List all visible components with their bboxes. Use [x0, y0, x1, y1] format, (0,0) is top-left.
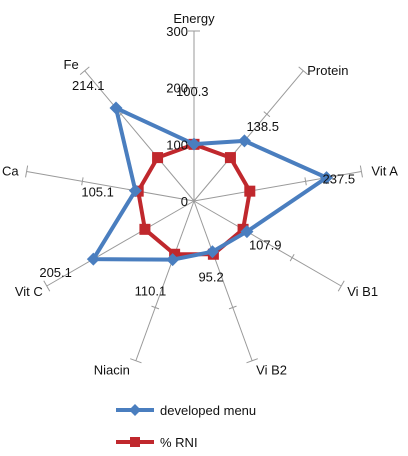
legend-label-rni: % RNI [160, 435, 198, 450]
axis-spoke-fe [84, 70, 195, 202]
legend-label-developed-menu: developed menu [160, 403, 256, 418]
axis-cap-fe [79, 66, 90, 76]
legend-marker-developed-menu [129, 404, 141, 416]
point-developed-menu-vi-b2 [205, 245, 219, 259]
series-line-developed-menu [91, 106, 329, 262]
point-developed-menu-vit-a [320, 171, 334, 185]
data-label-vi-b2: 95.2 [198, 270, 223, 285]
axis-cap-protein [298, 66, 309, 76]
tick-label-300: 300 [166, 24, 188, 39]
data-label-vi-b1: 107.9 [249, 238, 282, 253]
data-label-vit-c: 205.1 [39, 265, 72, 280]
axis-tick [304, 177, 307, 186]
axis-label-vit-c: Vit C [15, 284, 43, 299]
point-rni-vit-c [139, 223, 151, 235]
point-rni-fe [152, 152, 164, 164]
series-group [86, 101, 334, 267]
axis-spoke-protein [193, 70, 304, 202]
axis-label-vit-a: Vit A [371, 163, 398, 178]
point-developed-menu-energy [187, 137, 201, 151]
axis-spoke-ca [26, 170, 195, 202]
point-developed-menu-vit-c [86, 252, 100, 266]
axis-tick [228, 305, 237, 310]
axis-spoke-vi-b1 [193, 200, 342, 287]
tick-label-200: 200 [166, 81, 188, 96]
data-label-fe: 214.1 [72, 78, 105, 93]
data-label-protein: 138.5 [246, 119, 279, 134]
data-label-vit-a: 237.5 [323, 172, 356, 187]
axis-label-niacin: Niacin [94, 363, 130, 378]
point-developed-menu-ca [128, 184, 142, 198]
axis-tick [263, 111, 271, 118]
point-developed-menu-protein [237, 134, 251, 148]
axis-label-fe: Fe [64, 57, 79, 72]
axis-label-vi-b1: Vi B1 [347, 284, 378, 299]
axis-label-ca: Ca [2, 163, 19, 178]
tick-label-0: 0 [181, 194, 188, 209]
axis-cap-vit-c [43, 280, 51, 292]
point-developed-menu-fe [109, 101, 123, 115]
point-developed-menu-niacin [166, 253, 180, 267]
axis-label-protein: Protein [307, 63, 348, 78]
axis-spoke-vi-b2 [193, 200, 253, 361]
axis-label-vi-b2: Vi B2 [256, 363, 287, 378]
axis-tick [289, 253, 295, 262]
point-rni-niacin [169, 248, 181, 260]
data-label-energy: 100.3 [176, 84, 209, 99]
point-rni-protein [224, 152, 236, 164]
tick-label-100: 100 [166, 137, 188, 152]
axis-label-energy: Energy [173, 11, 215, 26]
axis-cap-ca [25, 165, 29, 178]
axis-tick [81, 177, 84, 186]
point-rni-vit-a [244, 185, 256, 197]
legend-marker-rni [130, 437, 140, 447]
axis-cap-niacin [130, 358, 142, 364]
data-label-ca: 105.1 [81, 185, 114, 200]
axis-spoke-vit-a [193, 170, 362, 202]
point-developed-menu-vi-b1 [240, 225, 254, 239]
axis-cap-vi-b2 [246, 358, 258, 364]
axis-cap-vit-a [359, 165, 363, 178]
axis-tick [151, 305, 160, 310]
axis-cap-vi-b1 [337, 280, 345, 292]
axis-spoke-niacin [135, 200, 195, 361]
data-label-niacin: 110.1 [135, 284, 167, 299]
legend: developed menu % RNI [116, 403, 256, 450]
axis-spoke-vit-c [46, 200, 195, 287]
